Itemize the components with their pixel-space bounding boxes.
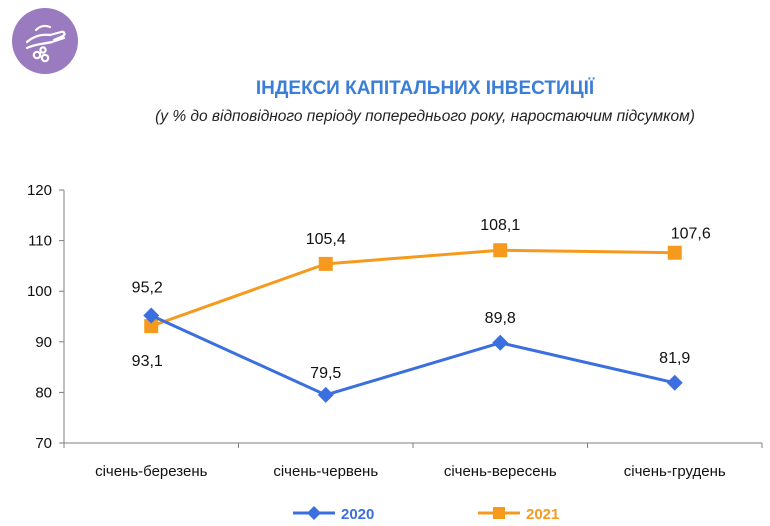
point-marker-2020 bbox=[317, 386, 334, 403]
data-label-2021: 105,4 bbox=[306, 231, 346, 248]
point-marker-2021 bbox=[318, 256, 333, 271]
point-marker-2020 bbox=[666, 374, 683, 391]
series-line-2020 bbox=[150, 314, 676, 397]
data-label-2020: 95,2 bbox=[132, 279, 163, 296]
data-label-2020: 79,5 bbox=[310, 365, 341, 382]
legend-label-2020: 2020 bbox=[341, 506, 374, 523]
point-marker-2020 bbox=[143, 307, 160, 324]
y-tick-label: 120 bbox=[27, 182, 52, 199]
y-tick-label: 110 bbox=[28, 233, 52, 250]
data-label-2020: 81,9 bbox=[659, 350, 690, 367]
x-tick-label: січень-березень bbox=[95, 463, 208, 480]
y-tick-label: 80 bbox=[35, 384, 52, 401]
data-label-2021: 93,1 bbox=[132, 353, 163, 370]
chart-title: ІНДЕКСИ КАПІТАЛЬНИХ ІНВЕСТИЦІЇ bbox=[255, 78, 595, 99]
y-tick-label: 70 bbox=[35, 435, 52, 452]
data-label-2021: 107,6 bbox=[671, 226, 711, 243]
legend-marker-2021 bbox=[493, 507, 505, 519]
point-marker-2020 bbox=[492, 334, 509, 351]
point-marker-2021 bbox=[493, 243, 508, 258]
legend-marker-2020 bbox=[307, 506, 321, 520]
y-tick-label: 90 bbox=[35, 334, 52, 351]
data-label-2021: 108,1 bbox=[480, 217, 520, 234]
legend-label-2021: 2021 bbox=[526, 506, 559, 523]
data-label-2020: 89,8 bbox=[485, 310, 516, 327]
chart-subtitle: (у % до відповідного періоду попередньог… bbox=[155, 108, 695, 125]
series-line-2021 bbox=[150, 248, 675, 328]
hand-coins-icon bbox=[12, 8, 78, 74]
point-marker-2021 bbox=[667, 245, 682, 260]
x-tick-label: січень-вересень bbox=[444, 463, 557, 480]
logo bbox=[12, 8, 78, 74]
x-tick-label: січень-грудень bbox=[624, 463, 726, 480]
x-tick-label: січень-червень bbox=[273, 463, 378, 480]
point-marker-2021 bbox=[144, 319, 159, 334]
y-tick-label: 100 bbox=[27, 283, 52, 300]
